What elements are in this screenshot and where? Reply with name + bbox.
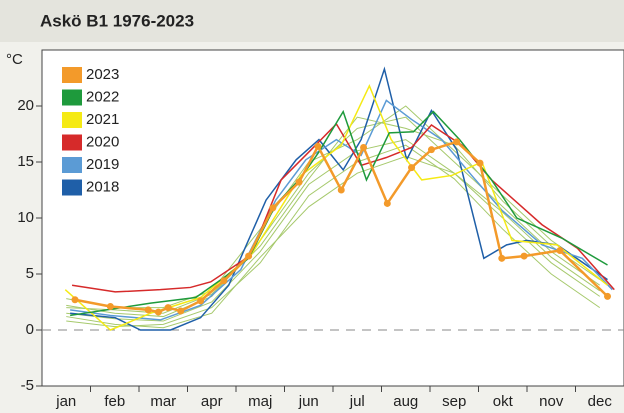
marker xyxy=(220,277,228,285)
x-tick-label: mar xyxy=(150,393,176,410)
legend-swatch xyxy=(62,67,82,83)
plot-area xyxy=(41,49,624,387)
legend-label: 2023 xyxy=(86,66,119,83)
x-tick-label: jul xyxy=(349,393,365,410)
series-line xyxy=(71,122,615,293)
marker xyxy=(245,252,253,260)
x-tick-label: okt xyxy=(493,393,514,410)
legend-label: 2019 xyxy=(86,156,119,173)
marker xyxy=(144,306,152,314)
marker xyxy=(604,292,612,300)
marker xyxy=(427,146,435,154)
marker xyxy=(177,307,185,315)
legend-label: 2022 xyxy=(86,88,119,105)
marker xyxy=(314,142,322,150)
x-tick-label: maj xyxy=(248,393,272,410)
legend-swatch xyxy=(62,134,82,151)
legend-swatch xyxy=(62,89,82,106)
legend-label: 2020 xyxy=(86,133,119,150)
x-tick-label: jun xyxy=(298,393,319,410)
chart-title: Askö B1 1976-2023 xyxy=(40,11,194,30)
marker xyxy=(71,296,79,304)
marker xyxy=(197,297,205,305)
x-tick-label: feb xyxy=(104,393,125,410)
y-tick-label: 5 xyxy=(26,265,34,282)
marker xyxy=(360,143,368,151)
y-tick-label: -5 xyxy=(21,377,34,394)
y-tick-label: 10 xyxy=(17,209,34,226)
y-tick-label: 15 xyxy=(17,153,34,170)
x-tick-label: apr xyxy=(201,393,223,410)
x-tick-label: aug xyxy=(393,393,418,410)
marker xyxy=(453,138,461,146)
legend-label: 2021 xyxy=(86,111,119,128)
marker xyxy=(154,308,162,316)
legend-swatch xyxy=(62,112,82,128)
history-line xyxy=(66,155,601,329)
history-line xyxy=(66,139,601,322)
legend-swatch xyxy=(62,157,82,173)
marker xyxy=(295,178,303,186)
marker xyxy=(337,186,345,194)
header xyxy=(0,0,624,42)
marker xyxy=(383,199,391,207)
legend-label: 2018 xyxy=(86,178,119,195)
marker xyxy=(476,159,484,167)
y-tick-label: 20 xyxy=(17,97,34,114)
x-tick-label: dec xyxy=(588,393,613,410)
series-line xyxy=(70,99,613,321)
marker xyxy=(556,246,564,254)
x-tick-label: jan xyxy=(55,393,76,410)
y-tick-label: 0 xyxy=(26,321,34,338)
marker xyxy=(269,204,277,212)
marker xyxy=(498,254,506,262)
marker xyxy=(408,164,416,172)
y-unit: °C xyxy=(6,51,23,68)
series-line xyxy=(70,66,608,331)
marker xyxy=(520,252,528,260)
legend-swatch xyxy=(62,179,82,196)
marker xyxy=(164,304,172,312)
x-tick-label: sep xyxy=(442,393,466,410)
marker xyxy=(106,302,114,310)
x-tick-label: nov xyxy=(539,393,564,410)
